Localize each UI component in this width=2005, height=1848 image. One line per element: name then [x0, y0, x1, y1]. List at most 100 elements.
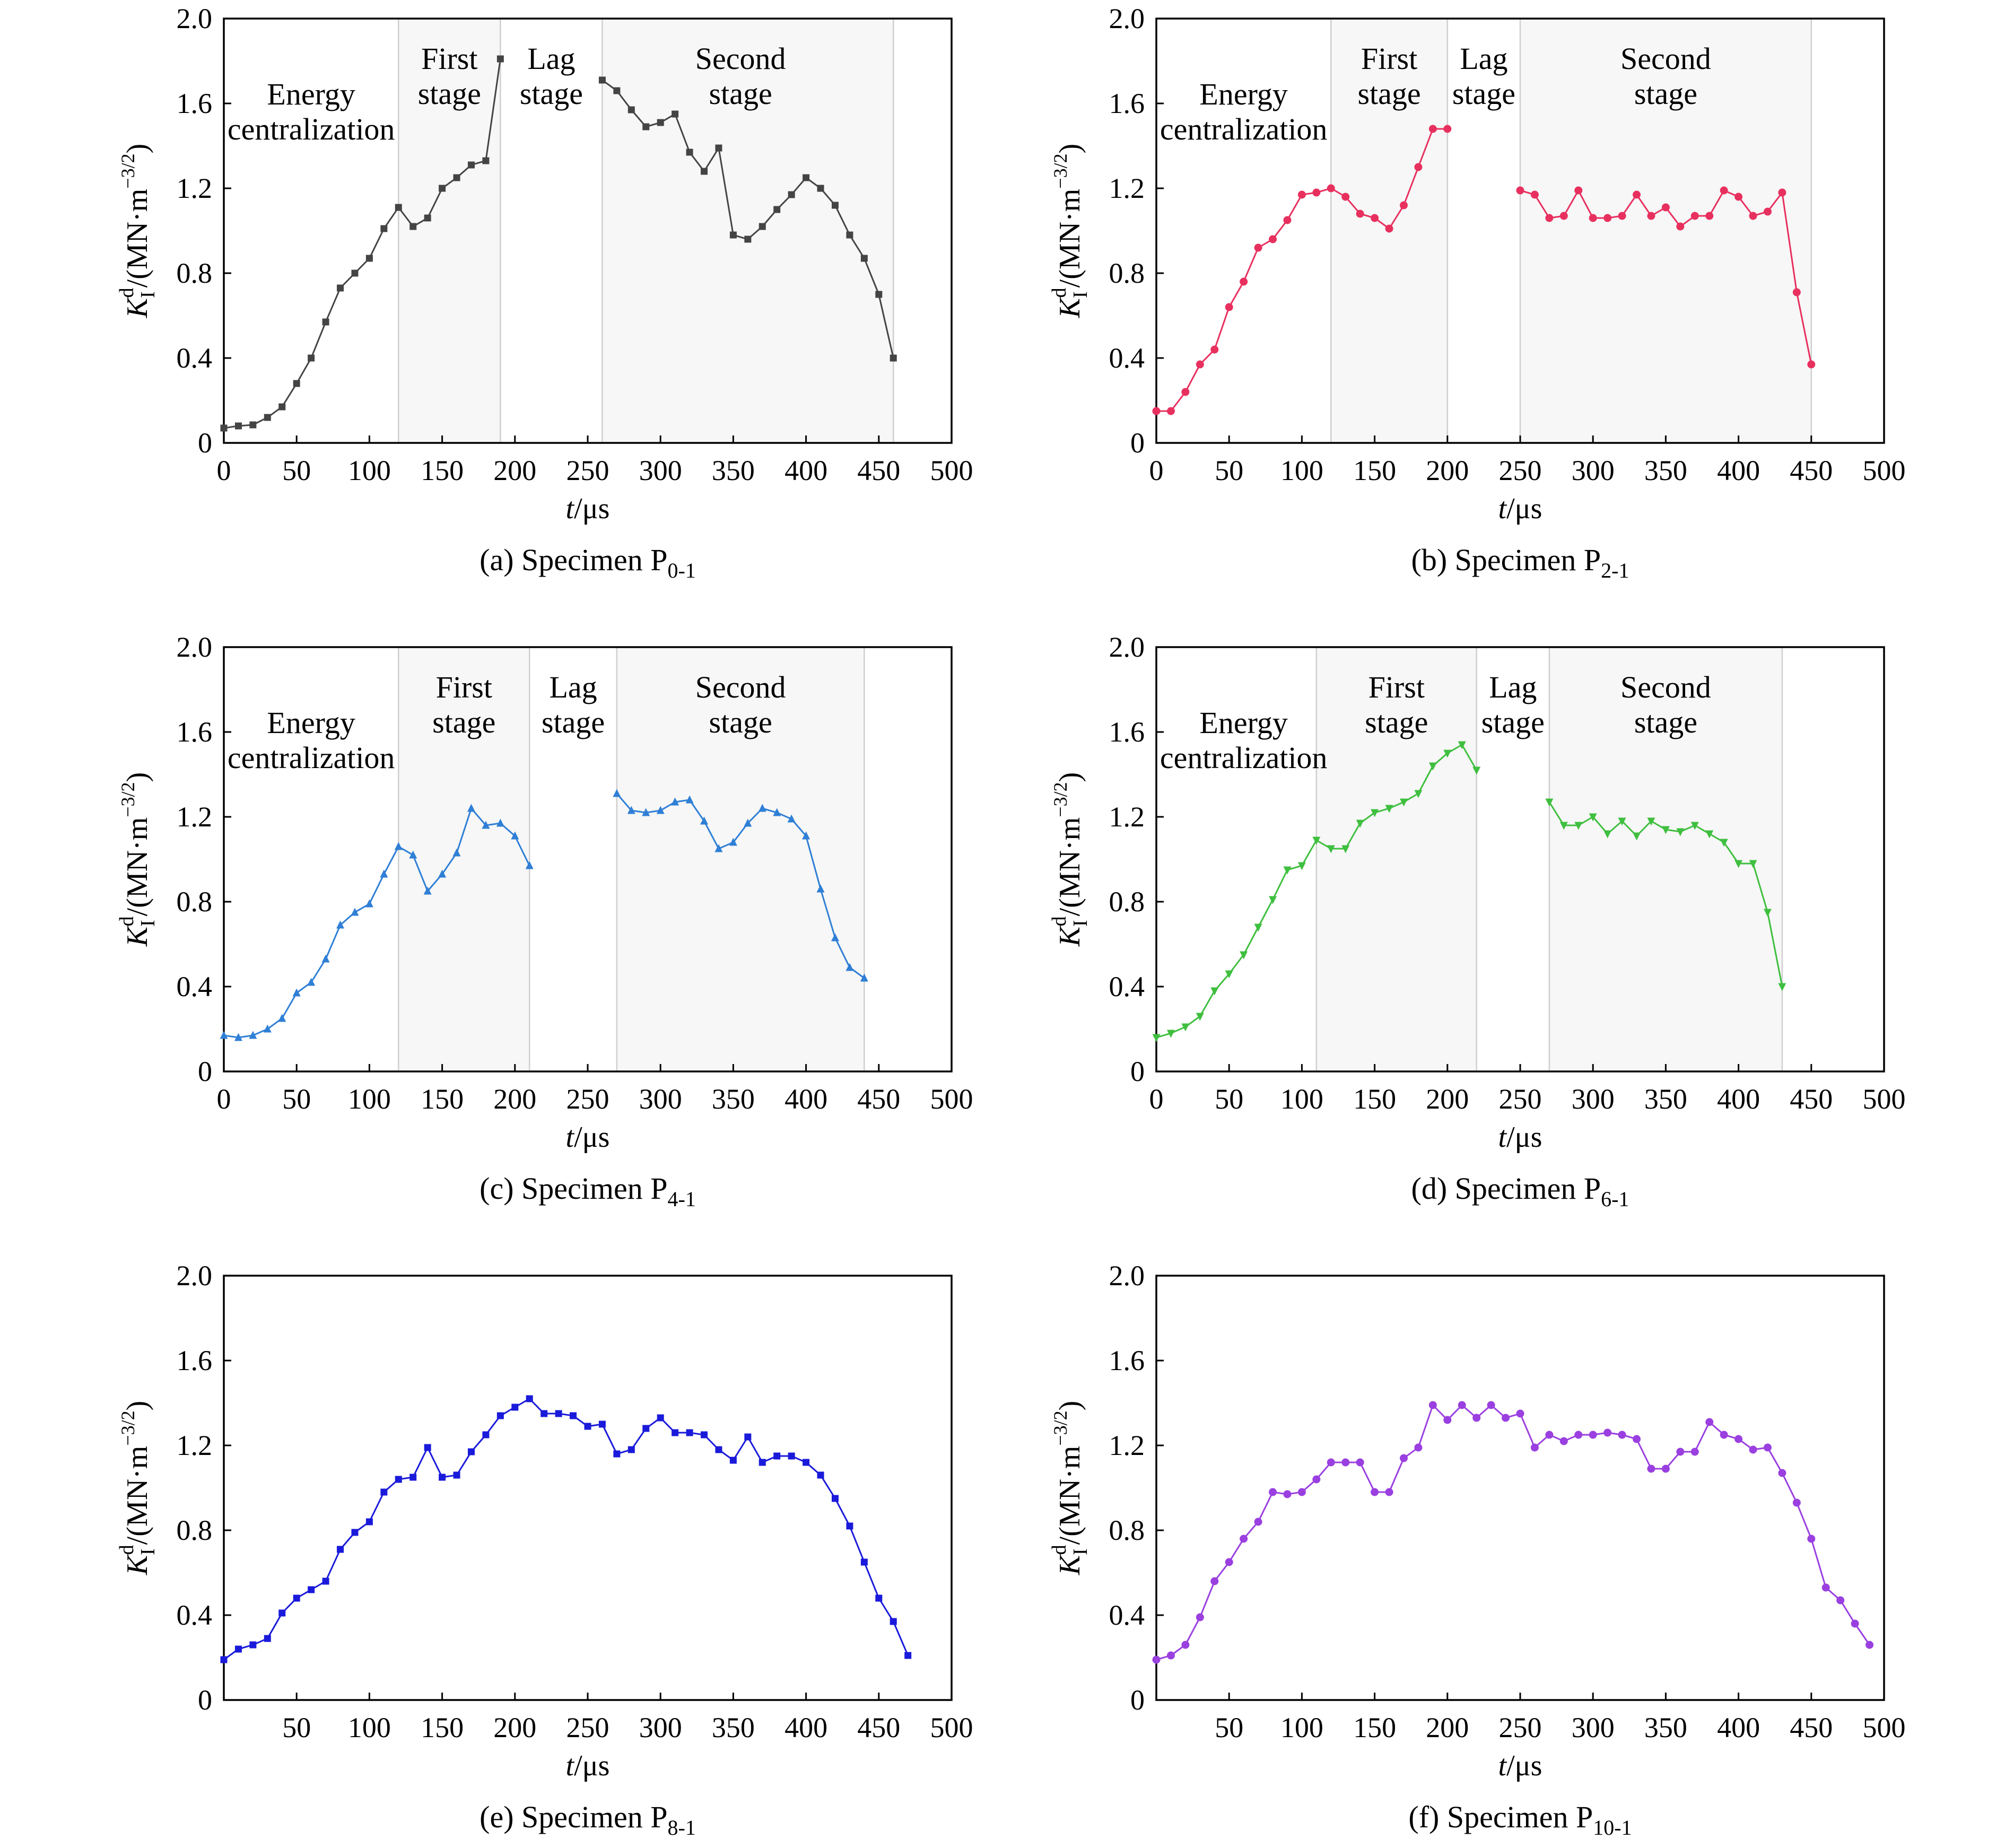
data-point — [1166, 1651, 1175, 1660]
stage-label: centralization — [1160, 740, 1328, 775]
data-point — [336, 920, 345, 929]
data-point — [555, 1410, 562, 1417]
data-point — [1327, 845, 1335, 853]
data-point — [496, 55, 504, 63]
panel-caption: (a) Specimen P0-1 — [480, 543, 696, 582]
caption-subscript: 8-1 — [668, 1816, 696, 1840]
x-tick-label: 0 — [1149, 455, 1164, 486]
data-point — [1589, 214, 1597, 222]
x-tick-label: 50 — [282, 455, 311, 486]
y-axis-unit-exponent: −3/2 — [117, 1410, 138, 1445]
data-point — [1283, 216, 1292, 224]
data-point — [1603, 1428, 1612, 1437]
data-point — [1341, 193, 1350, 201]
x-tick-label: 350 — [1644, 1083, 1687, 1115]
x-tick-label: 500 — [1863, 1712, 1906, 1744]
data-point — [788, 1452, 795, 1460]
data-point — [1254, 923, 1262, 932]
x-tick-label: 50 — [282, 1712, 311, 1744]
data-point — [351, 269, 359, 277]
y-axis-subscript: I — [1069, 1548, 1092, 1555]
data-point — [1181, 388, 1190, 396]
data-point — [1240, 277, 1248, 286]
stage-label: stage — [709, 705, 772, 739]
y-axis-unit: /(MN·m — [121, 1446, 154, 1545]
x-tick-label: 250 — [566, 455, 609, 486]
stage-label: Lag — [1489, 670, 1537, 704]
y-axis-unit-close: ) — [1053, 772, 1086, 782]
data-point — [424, 214, 431, 222]
data-point — [1559, 1437, 1568, 1445]
y-axis-unit-close: ) — [121, 772, 154, 782]
caption-subscript: 0-1 — [668, 559, 696, 582]
data-point — [1574, 186, 1583, 195]
x-tick-label: 450 — [1790, 1712, 1833, 1744]
data-point — [613, 1450, 621, 1458]
data-point — [1341, 845, 1350, 853]
data-point — [1414, 1443, 1423, 1452]
x-tick-label: 350 — [712, 1083, 755, 1115]
data-point — [511, 831, 519, 840]
data-point — [1778, 983, 1786, 991]
data-point — [1589, 813, 1597, 822]
data-point — [1559, 822, 1568, 830]
data-point — [831, 933, 839, 942]
data-point — [1661, 826, 1670, 834]
y-tick-label: 1.6 — [177, 716, 213, 748]
x-axis-variable: t — [566, 492, 575, 525]
chart-panel-4: 0 50 100 150 200 250 300 350 400 450 500 0 0.4 0.8 1.2… — [1048, 631, 1906, 1211]
data-point — [1443, 125, 1452, 133]
data-point — [1836, 1596, 1845, 1605]
data-point — [1633, 832, 1641, 841]
data-point — [1283, 866, 1292, 875]
x-tick-label: 0 — [217, 455, 231, 486]
x-tick-label: 200 — [493, 1712, 536, 1744]
data-point — [395, 204, 402, 211]
y-axis-unit-close: ) — [1053, 144, 1086, 154]
data-point — [700, 816, 709, 825]
data-point — [1603, 830, 1612, 839]
stage-label: stage — [542, 705, 605, 739]
data-point — [467, 1448, 475, 1455]
stage-label: stage — [1481, 705, 1545, 739]
x-tick-label: 500 — [1863, 1083, 1906, 1115]
data-point — [263, 1024, 272, 1033]
x-axis-unit: /μs — [574, 1749, 609, 1782]
data-point — [715, 144, 722, 152]
x-tick-label: 300 — [639, 1083, 682, 1115]
caption-subscript: 2-1 — [1601, 559, 1629, 582]
data-point — [1152, 1655, 1161, 1664]
x-tick-label: 50 — [1215, 455, 1243, 486]
data-point — [1487, 1401, 1495, 1409]
y-tick-label: 2.0 — [1109, 3, 1145, 34]
y-axis-label: KId/(MN·m−3/2) — [1048, 772, 1092, 947]
data-point — [672, 1429, 679, 1436]
stage-label: stage — [1365, 705, 1428, 739]
data-point — [452, 848, 461, 857]
data-point — [1516, 1409, 1524, 1418]
y-axis-unit-exponent: −3/2 — [1050, 153, 1071, 188]
stage-label: Lag — [527, 41, 575, 76]
data-point — [365, 1518, 373, 1526]
data-point — [787, 814, 796, 823]
data-point — [1428, 1401, 1437, 1409]
data-point — [1530, 190, 1539, 199]
x-tick-label: 350 — [712, 1712, 755, 1744]
y-axis-superscript: d — [1048, 1545, 1070, 1555]
data-point — [1196, 360, 1204, 369]
data-point — [1574, 1431, 1583, 1439]
x-tick-label: 400 — [784, 455, 827, 486]
y-tick-label: 1.6 — [177, 88, 213, 119]
data-point — [613, 789, 621, 797]
y-axis-unit-exponent: −3/2 — [117, 782, 138, 817]
y-axis-label: KId/(MN·m−3/2) — [1048, 144, 1092, 319]
data-point — [846, 231, 853, 239]
x-tick-label: 50 — [282, 1083, 311, 1115]
data-point — [1676, 222, 1685, 231]
plot-frame — [223, 1275, 953, 1701]
x-tick-label: 300 — [639, 1712, 682, 1744]
data-point — [1618, 1431, 1626, 1439]
data-point — [788, 191, 795, 198]
data-point — [1472, 1414, 1481, 1422]
data-point — [1763, 1443, 1772, 1452]
